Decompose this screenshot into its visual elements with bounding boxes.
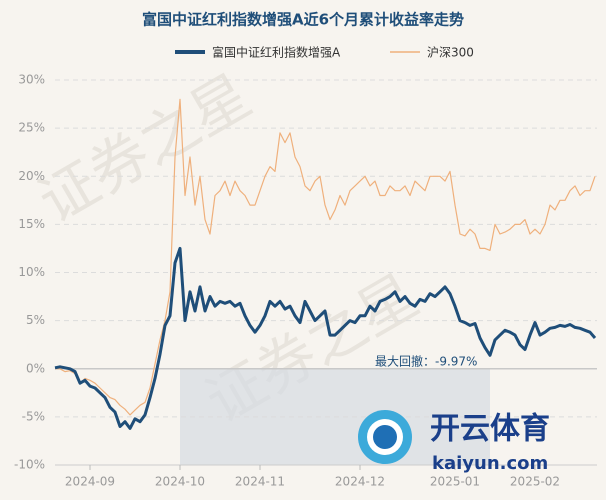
y-tick-label: 0% [26,361,45,375]
x-tick-label: 2024-11 [235,475,285,489]
watermark-url: kaiyun.com [432,453,548,474]
series-line [55,98,596,416]
y-tick-label: 15% [18,217,45,231]
legend-label: 沪深300 [427,46,474,60]
watermark-brand: 开云体育 [430,412,550,447]
y-tick-label: 25% [18,121,45,135]
legend-label: 富国中证红利指数增强A [212,45,341,60]
y-tick-label: 30% [18,73,45,87]
x-tick-label: 2024-09 [65,475,115,489]
logo: 开云体育 kaiyun.com [358,410,550,474]
x-tick-label: 2025-02 [510,475,560,489]
y-tick-label: -10% [14,458,45,472]
x-tick-label: 2024-10 [155,475,205,489]
chart-title: 富国中证红利指数增强A近6个月累计收益率走势 [142,11,464,29]
series-line [54,246,597,430]
y-tick-label: 10% [18,265,45,279]
y-tick-label: 5% [26,313,45,327]
x-tick-label: 2025-01 [430,475,480,489]
drawdown-label: 最大回撤：-9.97% [375,354,477,369]
plot-area: -10% -5% 0% 5% 10% 15% 20% 25% 30% 2024-09 2024-10… [14,73,597,489]
logo-mark [373,425,397,449]
x-tick-label: 2024-12 [335,475,385,489]
y-tick-label: 20% [18,169,45,183]
y-tick-label: -5% [22,409,45,423]
